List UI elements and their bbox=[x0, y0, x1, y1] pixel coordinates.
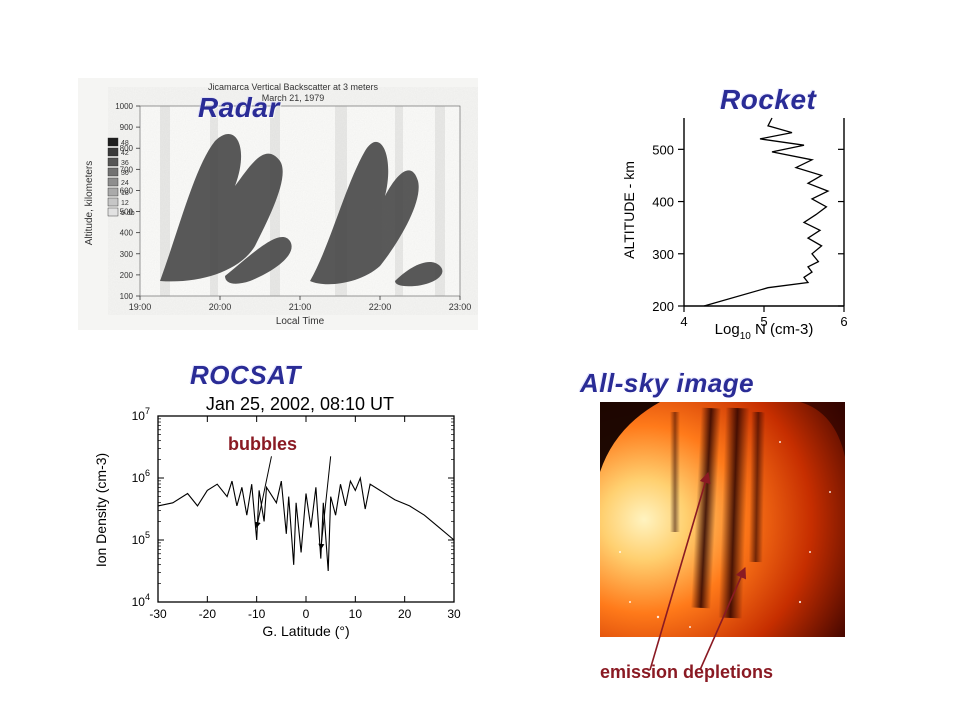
rocket-title: Rocket bbox=[720, 84, 816, 116]
svg-text:200: 200 bbox=[652, 299, 674, 314]
rocsat-ylabel: Ion Density (cm-3) bbox=[93, 453, 109, 567]
radar-title: Radar bbox=[198, 92, 280, 124]
rocket-xlabel: Log10 N (cm-3) bbox=[715, 321, 814, 340]
svg-text:18: 18 bbox=[121, 190, 129, 197]
svg-text:42: 42 bbox=[121, 150, 129, 157]
svg-text:107: 107 bbox=[132, 406, 150, 423]
radar-xlabel: Local Time bbox=[276, 316, 325, 327]
emission-annotation: emission depletions bbox=[600, 662, 773, 683]
rocsat-title: ROCSAT bbox=[190, 360, 301, 391]
svg-text:-10: -10 bbox=[248, 607, 266, 621]
rocsat-xlabel: G. Latitude (°) bbox=[262, 623, 349, 639]
svg-text:500: 500 bbox=[652, 142, 674, 157]
rocsat-caption: Jan 25, 2002, 08:10 UT bbox=[206, 394, 394, 414]
svg-text:10: 10 bbox=[349, 607, 363, 621]
svg-text:-30: -30 bbox=[149, 607, 167, 621]
svg-text:-20: -20 bbox=[199, 607, 217, 621]
svg-text:21:00: 21:00 bbox=[289, 302, 312, 312]
svg-text:6 db: 6 db bbox=[121, 210, 135, 217]
svg-text:106: 106 bbox=[132, 468, 150, 485]
svg-text:1000: 1000 bbox=[115, 102, 133, 111]
svg-text:4: 4 bbox=[680, 314, 687, 329]
svg-text:0: 0 bbox=[303, 607, 310, 621]
allsky-panel bbox=[600, 402, 845, 637]
bubbles-annotation: bubbles bbox=[228, 434, 297, 455]
svg-text:36: 36 bbox=[121, 160, 129, 167]
rocket-ylabel: ALTITUDE - km bbox=[621, 161, 637, 259]
rocsat-chart: Jan 25, 2002, 08:10 UT 104 105 106 107 -30 -… bbox=[90, 392, 470, 642]
svg-text:48: 48 bbox=[121, 140, 129, 147]
allsky-title: All-sky image bbox=[580, 368, 754, 399]
svg-text:6: 6 bbox=[840, 314, 847, 329]
rocket-chart: 200300400500 456 ALTITUDE - km Log10 N (… bbox=[618, 110, 858, 340]
svg-text:20: 20 bbox=[398, 607, 412, 621]
allsky-image bbox=[600, 402, 845, 637]
svg-text:900: 900 bbox=[120, 123, 134, 132]
svg-text:104: 104 bbox=[132, 592, 150, 609]
svg-text:22:00: 22:00 bbox=[369, 302, 392, 312]
rocsat-panel: Jan 25, 2002, 08:10 UT 104 105 106 107 -30 -… bbox=[90, 392, 470, 642]
svg-text:400: 400 bbox=[652, 195, 674, 210]
svg-text:300: 300 bbox=[652, 247, 674, 262]
svg-text:30: 30 bbox=[121, 170, 129, 177]
svg-text:200: 200 bbox=[120, 271, 134, 280]
radar-ylabel: Altitude, kilometers bbox=[84, 161, 95, 245]
svg-text:100: 100 bbox=[120, 292, 134, 301]
svg-text:24: 24 bbox=[121, 180, 129, 187]
svg-text:19:00: 19:00 bbox=[129, 302, 152, 312]
svg-text:105: 105 bbox=[132, 530, 150, 547]
svg-text:30: 30 bbox=[447, 607, 461, 621]
svg-text:300: 300 bbox=[120, 250, 134, 259]
svg-text:400: 400 bbox=[120, 229, 134, 238]
radar-small-title: Jicamarca Vertical Backscatter at 3 mete… bbox=[208, 82, 379, 92]
svg-text:12: 12 bbox=[121, 200, 129, 207]
rocket-panel: 200300400500 456 ALTITUDE - km Log10 N (… bbox=[618, 110, 858, 340]
svg-text:20:00: 20:00 bbox=[209, 302, 232, 312]
svg-text:23:00: 23:00 bbox=[449, 302, 472, 312]
